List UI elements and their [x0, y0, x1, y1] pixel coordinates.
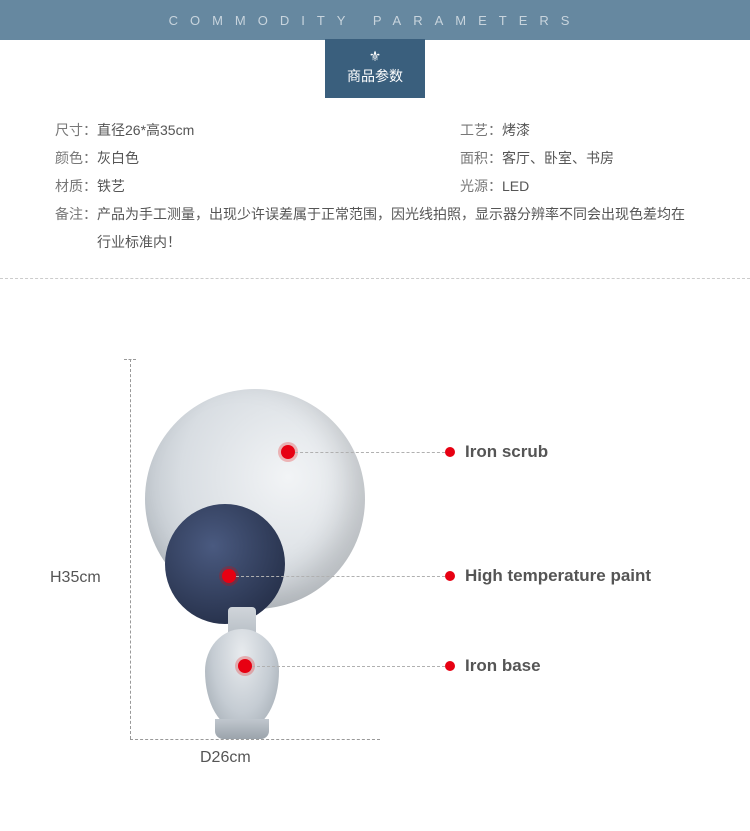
callout-label: High temperature paint — [465, 566, 651, 586]
tab-container: ⚜ 商品参数 — [0, 39, 750, 98]
height-label: H35cm — [50, 569, 101, 587]
area-label: 面积： — [460, 144, 502, 172]
callout-label: Iron scrub — [465, 442, 548, 462]
craft-label: 工艺： — [460, 116, 502, 144]
craft-value: 烤漆 — [502, 116, 530, 144]
callout-end-dot — [445, 571, 455, 581]
lamp-base — [205, 629, 279, 729]
area-value: 客厅、卧室、书房 — [502, 144, 614, 172]
note-value: 产品为手工测量，出现少许误差属于正常范围，因光线拍照，显示器分辨率不同会出现色差… — [97, 200, 695, 256]
tab-label: 商品参数 — [347, 66, 403, 86]
callout-end-dot — [445, 447, 455, 457]
material-value: 铁艺 — [97, 172, 125, 200]
lamp-inner-disc — [165, 504, 285, 624]
color-value: 灰白色 — [97, 144, 139, 172]
callout-leader — [295, 452, 445, 453]
parameters-tab: ⚜ 商品参数 — [325, 39, 425, 98]
callout-dot — [238, 659, 252, 673]
horizontal-guide — [130, 739, 380, 740]
callout-leader — [252, 666, 445, 667]
light-label: 光源： — [460, 172, 502, 200]
size-value: 直径26*高35cm — [97, 116, 194, 144]
header-title: COMMODITY PARAMETERS — [169, 13, 582, 28]
callout-label: Iron base — [465, 656, 541, 676]
lamp-foot — [215, 719, 269, 739]
note-label: 备注： — [55, 200, 97, 256]
callout-leader — [236, 576, 445, 577]
specs-block: 尺寸： 直径26*高35cm 工艺： 烤漆 颜色： 灰白色 面积： 客厅、卧室、… — [0, 98, 750, 279]
color-label: 颜色： — [55, 144, 97, 172]
header-bar: COMMODITY PARAMETERS — [0, 0, 750, 40]
callout-dot — [281, 445, 295, 459]
light-value: LED — [502, 172, 529, 200]
diameter-label: D26cm — [200, 749, 251, 767]
fleur-icon: ⚜ — [369, 49, 382, 63]
material-label: 材质： — [55, 172, 97, 200]
size-label: 尺寸： — [55, 116, 97, 144]
product-diagram: H35cm D26cm Iron scrub High temperature … — [0, 279, 750, 809]
callout-dot — [222, 569, 236, 583]
vertical-guide — [130, 359, 131, 739]
callout-end-dot — [445, 661, 455, 671]
